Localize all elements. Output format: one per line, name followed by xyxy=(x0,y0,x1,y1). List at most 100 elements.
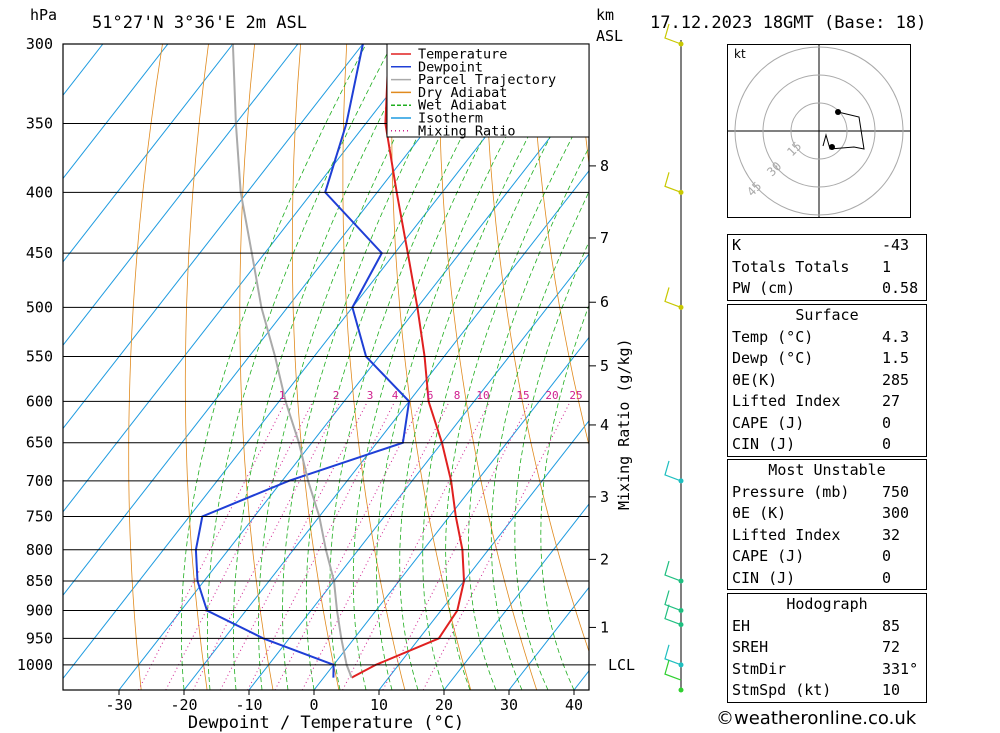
stability-table: K -43 Totals Totals 1 PW (cm) 0.58 xyxy=(727,234,927,301)
wind-barb xyxy=(664,604,682,626)
pressure-tick-label: 300 xyxy=(26,35,53,53)
x-tick-label: 40 xyxy=(565,696,583,714)
mixing-ratio-line xyxy=(138,401,287,690)
mixing-ratio-label: 6 xyxy=(427,389,434,402)
x-tick-label: 10 xyxy=(370,696,388,714)
wind-barb xyxy=(664,560,682,582)
mixing-ratio-line xyxy=(192,401,341,690)
table-row: CAPE (J) 0 xyxy=(732,547,892,565)
wet-adiabat xyxy=(468,146,589,690)
legend-label: Isotherm xyxy=(418,111,483,127)
legend-label: Temperature xyxy=(418,47,507,63)
pressure-tick-label: 1000 xyxy=(17,656,53,674)
km-label: km xyxy=(596,6,614,24)
pressure-tick-label: 950 xyxy=(26,629,53,647)
dry-adiabat xyxy=(342,44,406,690)
hodograph-unit: kt xyxy=(734,47,746,61)
x-tick-label: 30 xyxy=(500,696,518,714)
asl-label: ASL xyxy=(596,27,623,45)
wind-barb xyxy=(664,460,682,482)
pressure-tick-label: 600 xyxy=(26,392,53,410)
location-title: 51°27'N 3°36'E 2m ASL xyxy=(92,13,307,33)
x-tick-label: 20 xyxy=(435,696,453,714)
table-row: StmSpd (kt) 10 xyxy=(732,681,901,699)
wet-adiabat xyxy=(514,240,589,690)
legend-box xyxy=(386,43,590,138)
series-dewpoint xyxy=(194,44,411,678)
isotherm-line xyxy=(63,44,364,430)
wet-adiabat xyxy=(282,44,466,690)
mixing-ratio-label: 20 xyxy=(545,389,558,402)
ring-label-15: 15 xyxy=(784,139,804,159)
isotherm-line xyxy=(63,44,169,180)
mixing-ratio-label: 25 xyxy=(569,389,582,402)
table-row: θE (K) 300 xyxy=(732,504,910,522)
wet-adiabat xyxy=(206,44,393,690)
wet-adiabat xyxy=(422,62,589,690)
isotherm-line xyxy=(248,253,589,690)
mixing-ratio-line xyxy=(247,401,396,690)
ring-label-45: 45 xyxy=(744,179,764,199)
table-row: Dewp (°C) 1.5 xyxy=(732,349,910,367)
wet-adiabat xyxy=(232,44,419,690)
mixing-ratio-label: 15 xyxy=(516,389,529,402)
hpa-label: hPa xyxy=(30,6,57,24)
x-tick-label: -10 xyxy=(235,696,262,714)
km-tick-label: 5 xyxy=(600,357,609,375)
pressure-tick-label: 750 xyxy=(26,507,53,525)
km-tick-label: 8 xyxy=(600,157,609,175)
table-row: Lifted Index 27 xyxy=(732,392,901,410)
pressure-tick-label: 650 xyxy=(26,434,53,452)
dry-adiabat xyxy=(184,44,209,690)
wind-barb xyxy=(664,23,682,45)
isotherm-line xyxy=(63,44,494,596)
dry-adiabat xyxy=(239,44,274,690)
most-unstable-title: Most Unstable xyxy=(768,461,886,479)
dry-adiabat xyxy=(484,44,589,653)
table-row: CIN (J) 0 xyxy=(732,568,892,587)
hodograph-plot: kt 15 30 45 xyxy=(728,45,910,217)
isotherm-line xyxy=(63,44,559,680)
table-row: EH 85 xyxy=(732,616,901,635)
mixing-ratio-title: Mixing Ratio (g/kg) xyxy=(615,338,633,510)
isotherm-line xyxy=(63,44,104,96)
legend-label: Parcel Trajectory xyxy=(418,72,556,88)
mixing-ratio-label: 3 xyxy=(367,389,374,402)
hodograph-point xyxy=(835,109,841,115)
x-axis-title: Dewpoint / Temperature (°C) xyxy=(188,713,464,733)
km-tick-label: 7 xyxy=(600,229,609,247)
isotherm-line xyxy=(443,503,589,690)
most-unstable-table: Most Unstable Pressure (mb) 750 θE (K) 300… xyxy=(727,459,927,590)
pressure-tick-label: 350 xyxy=(26,114,53,132)
mixing-ratio-label: 1 xyxy=(279,389,286,402)
isotherm-line xyxy=(118,86,589,690)
legend-label: Wet Adiabat xyxy=(418,98,507,114)
ring-label-30: 30 xyxy=(764,159,784,179)
isotherm-line xyxy=(63,44,299,346)
km-tick-label: 2 xyxy=(600,550,609,568)
wet-adiabat xyxy=(352,44,533,690)
dry-adiabat xyxy=(992,44,1000,690)
hodograph-trace xyxy=(822,111,865,150)
table-row: Lifted Index 32 xyxy=(732,525,901,544)
hodograph-title: Hodograph xyxy=(786,595,868,613)
series-parcel-trajectory xyxy=(231,44,353,678)
km-tick-label: 3 xyxy=(600,488,609,506)
table-row: CIN (J) 0 xyxy=(732,435,892,453)
table-row: K -43 xyxy=(732,236,910,254)
plot-frame xyxy=(62,43,590,691)
datetime-title: 17.12.2023 18GMT (Base: 18) xyxy=(650,13,926,33)
isotherm-line xyxy=(313,336,589,690)
table-row: Pressure (mb) 750 xyxy=(732,482,910,501)
isotherm-line xyxy=(183,169,589,690)
hodograph-table: Hodograph EH 85 SREH 72 StmDir 331° StmSpd … xyxy=(727,593,927,703)
wind-barb xyxy=(664,287,682,308)
pressure-tick-label: 700 xyxy=(26,472,53,490)
dry-adiabat xyxy=(946,44,1000,690)
wind-barb xyxy=(664,172,682,193)
table-row: CAPE (J) 0 xyxy=(732,413,892,432)
km-tick-label: LCL xyxy=(608,656,635,674)
pressure-tick-label: 550 xyxy=(26,348,53,366)
mixing-ratio-line xyxy=(165,401,314,690)
isotherm-line xyxy=(63,44,429,513)
